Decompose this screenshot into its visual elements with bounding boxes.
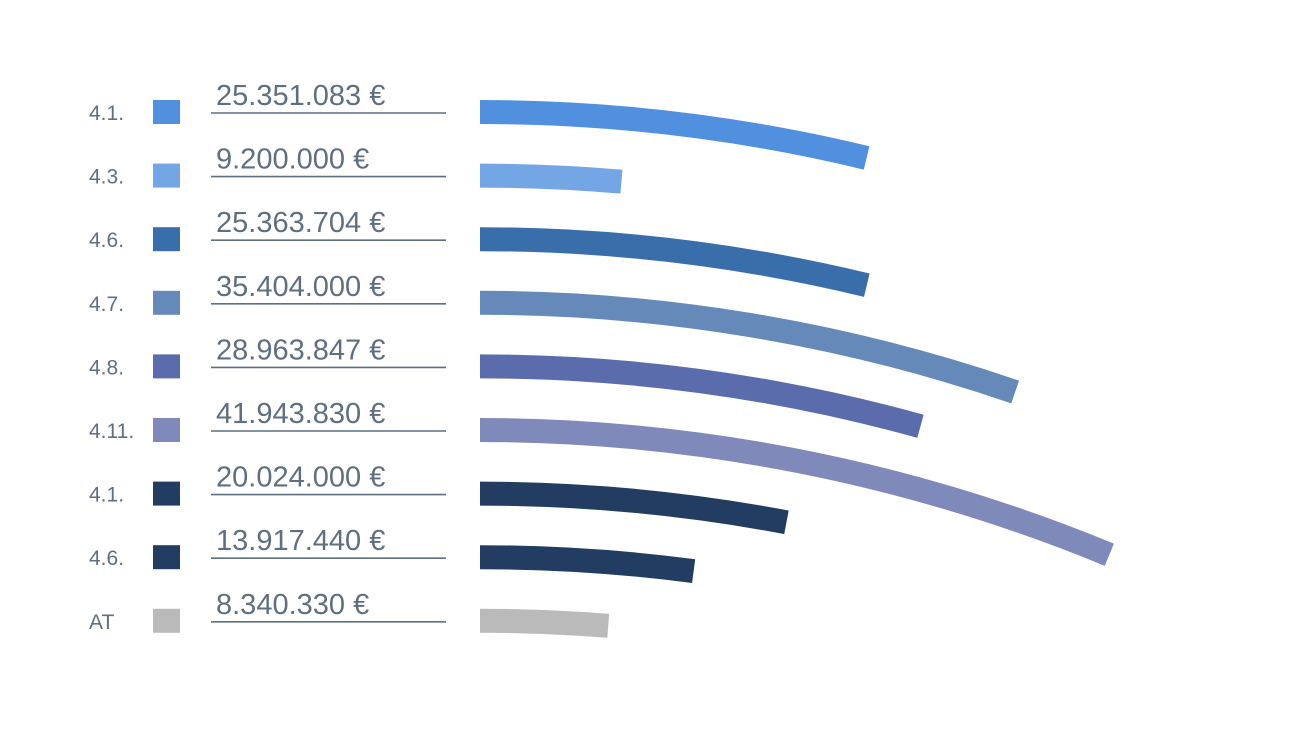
category-label: 4.6. [89, 229, 124, 252]
category-label: 4.8. [89, 356, 124, 379]
legend-swatch [153, 608, 180, 633]
curved-bar [479, 354, 924, 438]
legend-swatch [153, 163, 180, 188]
curved-bar [479, 418, 1114, 566]
value-label: 8.340.330 € [216, 589, 369, 621]
category-label: 4.1. [89, 102, 124, 125]
curved-bar [479, 163, 623, 194]
category-label: 4.3. [89, 166, 124, 189]
chart-row: 4.7. 35.404.000 € [89, 271, 1020, 404]
category-label: 4.11. [89, 420, 134, 443]
legend-swatch [153, 227, 180, 252]
curved-bar [479, 608, 610, 638]
chart-row: AT 8.340.330 € [89, 589, 610, 638]
value-label: 25.351.083 € [216, 80, 385, 112]
chart-row: 4.6. 25.363.704 € [89, 207, 870, 297]
curved-bar [479, 100, 870, 170]
chart-row: 4.6. 13.917.440 € [89, 525, 696, 583]
legend-swatch [153, 290, 180, 315]
legend-swatch [153, 100, 180, 124]
value-label: 13.917.440 € [216, 525, 385, 557]
category-label: 4.7. [89, 293, 124, 316]
category-label: 4.6. [89, 547, 124, 570]
category-label: AT [89, 611, 114, 634]
chart-row: 4.1. 20.024.000 € [89, 462, 789, 535]
chart-row: 4.8. 28.963.847 € [89, 334, 924, 438]
legend-swatch [153, 418, 180, 442]
value-label: 9.200.000 € [216, 144, 369, 176]
value-label: 41.943.830 € [216, 398, 385, 430]
legend-swatch [153, 481, 180, 506]
curved-bar [479, 290, 1020, 404]
chart-row: 4.1. 25.351.083 € [89, 80, 870, 170]
chart-row: 4.3. 9.200.000 € [89, 144, 623, 194]
legend-swatch [153, 354, 180, 379]
value-label: 35.404.000 € [216, 271, 385, 303]
legend-swatch [153, 545, 180, 570]
curved-bar [479, 545, 696, 583]
curved-bar [479, 227, 870, 297]
curved-bar [479, 481, 789, 535]
value-label: 20.024.000 € [216, 462, 385, 494]
category-label: 4.1. [89, 484, 124, 507]
chart-row: 4.11. 41.943.830 € [89, 398, 1114, 566]
chart-rows: 4.1. 25.351.083 € 4.3. 9.200.000 € 4.6. 25.36… [89, 80, 1114, 638]
value-label: 28.963.847 € [216, 334, 385, 366]
value-label: 25.363.704 € [216, 207, 385, 239]
